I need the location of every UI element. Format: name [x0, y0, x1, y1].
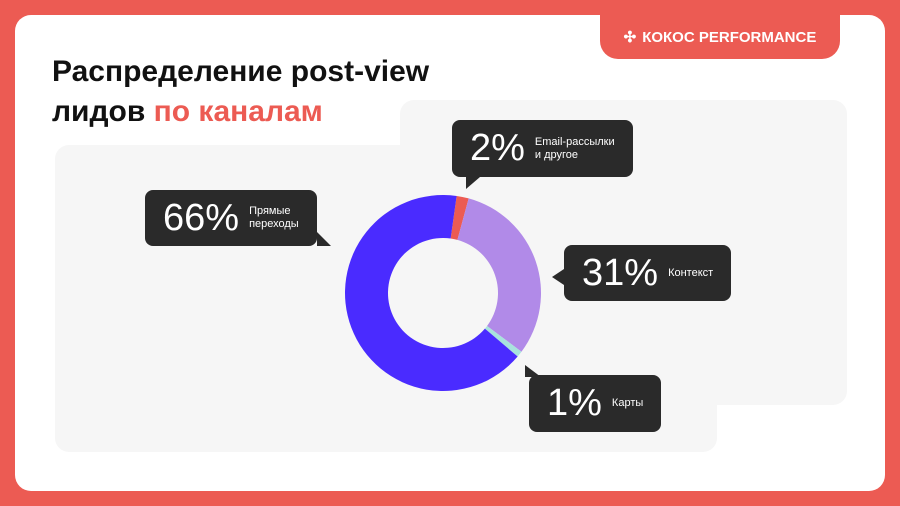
donut-slice-1 — [457, 198, 541, 352]
donut-slice-0 — [450, 195, 469, 240]
brand-tab: ✣ КОКОС PERFORMANCE — [600, 15, 840, 59]
label-email: 2% Email-рассылки и другое — [452, 120, 633, 189]
title-line: лидов — [52, 95, 154, 128]
pct: 31% — [582, 251, 659, 294]
label: Прямые — [249, 205, 291, 217]
page-title: Распределение post-view лидов по каналам — [52, 52, 429, 132]
title-line: Распределение post-view — [52, 55, 430, 88]
label-context: 31% Контекст — [552, 245, 732, 301]
label: переходы — [249, 218, 299, 230]
donut-slice-3 — [344, 195, 518, 391]
label: Контекст — [668, 266, 714, 279]
label: Карты — [611, 397, 644, 409]
label-direct: 66% Прямые переходы — [145, 190, 331, 246]
pct: 1% — [547, 382, 602, 424]
label-maps: 1% Карты — [525, 365, 662, 432]
label: Email-рассылки — [534, 135, 615, 148]
logo-icon: ✣ — [623, 29, 637, 46]
pct: 66% — [163, 196, 240, 239]
brand-name: КОКОС PERFORMANCE — [642, 28, 817, 46]
label: и другое — [534, 148, 579, 161]
donut-slice-2 — [484, 325, 522, 357]
title-accent: по каналам — [153, 95, 323, 128]
pct: 2% — [470, 127, 525, 169]
